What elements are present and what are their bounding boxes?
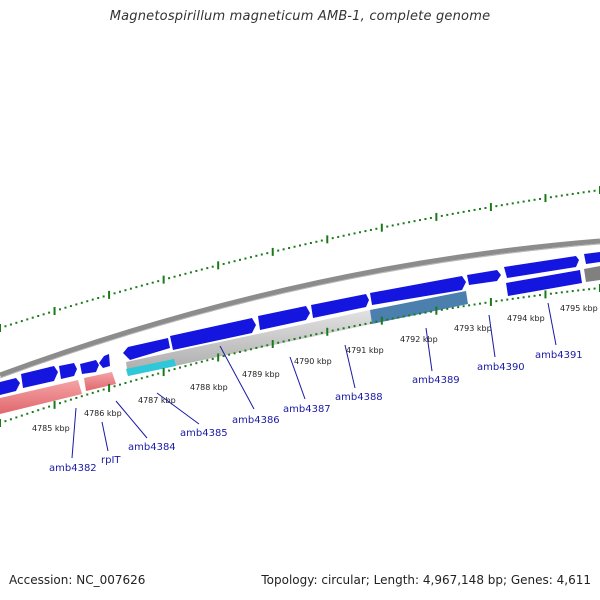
gene-label-leader xyxy=(115,400,148,439)
gene-arrow[interactable] xyxy=(59,363,77,379)
gene-label-leader xyxy=(547,302,557,346)
tick-label: 4790 kbp xyxy=(294,357,332,366)
gene-label[interactable]: amb4386 xyxy=(232,415,280,426)
gene-label[interactable]: rpIT xyxy=(101,455,121,466)
map-title: Magnetospirillum magneticum AMB-1, compl… xyxy=(109,9,491,24)
inner-track xyxy=(0,266,600,414)
gene-label-leader xyxy=(71,407,77,459)
tick-label: 4794 kbp xyxy=(507,314,545,323)
gene-arrow-reverse[interactable] xyxy=(584,266,600,282)
trna-block[interactable] xyxy=(126,359,176,376)
tick-label: 4788 kbp xyxy=(190,383,228,392)
gene-arrow[interactable] xyxy=(80,360,99,374)
gene-label-leader xyxy=(219,345,255,410)
tick-label: 4786 kbp xyxy=(84,409,122,418)
gene-label[interactable]: amb4391 xyxy=(535,350,583,361)
gene-arrow[interactable] xyxy=(467,270,501,285)
inner-tick-ring xyxy=(0,284,600,427)
gene-label[interactable]: amb4389 xyxy=(412,375,460,386)
gene-arrow[interactable] xyxy=(370,276,466,305)
gene-arrow[interactable] xyxy=(21,366,58,388)
gene-label-leader xyxy=(425,327,433,372)
gene-label[interactable]: amb4384 xyxy=(128,442,176,453)
gene-arrow[interactable] xyxy=(311,294,369,318)
tick-label: 4789 kbp xyxy=(242,370,280,379)
tick-label: 4785 kbp xyxy=(32,424,70,433)
genome-backbone xyxy=(0,238,600,378)
forward-strand-genes xyxy=(0,252,600,395)
selected-region[interactable] xyxy=(370,291,468,324)
gene-label[interactable]: amb4382 xyxy=(49,463,97,474)
rrna-block[interactable] xyxy=(84,372,116,391)
gene-arrow-reverse[interactable] xyxy=(506,270,582,296)
rrna-block[interactable] xyxy=(0,380,82,414)
tick-label: 4795 kbp xyxy=(560,304,598,313)
gene-label[interactable]: amb4388 xyxy=(335,392,383,403)
gene-arrow[interactable] xyxy=(170,318,256,350)
gene-label[interactable]: amb4387 xyxy=(283,404,331,415)
accession-text: Accession: NC_007626 xyxy=(9,573,146,587)
gene-label[interactable]: amb4390 xyxy=(477,362,525,373)
gene-label-leader xyxy=(156,392,200,425)
topology-text: Topology: circular; Length: 4,967,148 bp… xyxy=(261,573,591,587)
grey-region[interactable] xyxy=(126,310,372,376)
tick-label: 4792 kbp xyxy=(400,335,438,344)
gene-label-leader xyxy=(344,344,356,389)
gene-label[interactable]: amb4385 xyxy=(180,428,228,439)
tick-label: 4793 kbp xyxy=(454,324,492,333)
tick-label: 4791 kbp xyxy=(346,346,384,355)
tick-label: 4787 kbp xyxy=(138,396,176,405)
gene-label-leader xyxy=(101,421,109,452)
outer-tick-ring xyxy=(0,186,600,332)
gene-arrow[interactable] xyxy=(504,256,579,278)
gene-arrow[interactable] xyxy=(0,378,20,395)
gene-label-leader xyxy=(488,314,496,358)
gene-label-leader xyxy=(289,356,306,400)
gene-arrow[interactable] xyxy=(258,306,310,330)
gene-arrow[interactable] xyxy=(123,338,170,360)
gene-arrow[interactable] xyxy=(99,354,110,368)
genome-backbone-shadow xyxy=(0,243,600,379)
gene-arrow[interactable] xyxy=(584,252,600,264)
tick-labels: 4785 kbp 4786 kbp 4787 kbp 4788 kbp 4789 kbp… xyxy=(32,304,598,433)
